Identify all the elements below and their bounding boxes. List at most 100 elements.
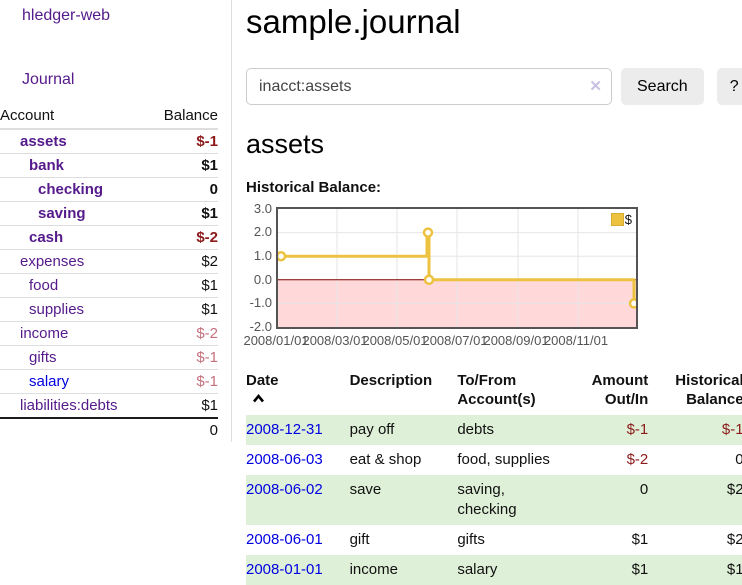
account-link-bank[interactable]: bank	[29, 157, 65, 174]
y-tick: 3.0	[253, 201, 272, 216]
transaction-date-link[interactable]: 2008-01-01	[246, 561, 323, 578]
x-tick: 2008/03/01	[302, 333, 368, 348]
register-row: 2008-06-02 save saving, checking 0 $2	[246, 475, 742, 525]
transaction-accounts: debts	[457, 421, 495, 438]
sidebar: hledger-web Journal Account Balance asse…	[0, 0, 232, 442]
account-link-gifts[interactable]: gifts	[29, 349, 57, 366]
transaction-balance: $2	[726, 481, 742, 498]
transaction-description: eat & shop	[349, 451, 422, 468]
register-header-amount[interactable]: Amount Out/In	[591, 372, 649, 408]
account-row: bank $1	[0, 153, 218, 178]
account-link-supplies[interactable]: supplies	[29, 301, 85, 318]
transaction-accounts: salary	[457, 561, 498, 578]
transaction-amount: $-2	[626, 451, 649, 468]
account-row: gifts $-1	[0, 345, 218, 370]
transaction-description: pay off	[349, 421, 395, 438]
account-row: supplies $1	[0, 297, 218, 322]
account-balance: $-1	[149, 345, 218, 370]
transaction-balance: $2	[726, 531, 742, 548]
y-tick: 2.0	[253, 224, 272, 239]
account-link-saving[interactable]: saving	[38, 205, 86, 222]
account-link-assets[interactable]: assets	[20, 133, 67, 150]
clear-search-icon[interactable]: ✕	[589, 78, 602, 95]
account-link-food[interactable]: food	[29, 277, 59, 294]
page-title: sample.journal	[246, 3, 461, 40]
legend-label: $	[624, 212, 632, 227]
accounts-total-row: 0	[0, 417, 218, 442]
transaction-amount: 0	[639, 481, 649, 498]
account-link-cash[interactable]: cash	[29, 229, 64, 246]
register-header-balance[interactable]: Historical Balance	[675, 372, 742, 408]
transaction-description: gift	[349, 531, 370, 548]
search-input[interactable]	[246, 68, 612, 105]
x-tick: 2008/07/01	[422, 333, 488, 348]
brand-link[interactable]: hledger-web	[22, 7, 111, 24]
account-link-liabilities-debts[interactable]: liabilities:debts	[20, 397, 118, 414]
account-balance: $1	[149, 201, 218, 226]
transaction-balance: 0	[735, 451, 742, 468]
account-link-expenses[interactable]: expenses	[20, 253, 85, 270]
y-tick: -2.0	[249, 319, 272, 334]
account-row: income $-2	[0, 321, 218, 346]
sort-chevron-up-icon	[252, 390, 342, 409]
account-balance: $1	[149, 273, 218, 298]
transaction-accounts: saving, checking	[457, 481, 517, 518]
y-tick: 0.0	[253, 272, 272, 287]
search-button[interactable]: Search	[621, 68, 704, 105]
transaction-date-link[interactable]: 2008-06-03	[246, 451, 323, 468]
account-balance: $1	[149, 153, 218, 178]
y-tick: 1.0	[253, 248, 272, 263]
register-header-description[interactable]: Description	[349, 372, 433, 389]
x-tick: 2008/09/01	[483, 333, 549, 348]
account-balance: $-2	[149, 225, 218, 250]
legend-swatch-icon	[610, 213, 624, 226]
transaction-amount: $-1	[626, 421, 649, 438]
account-link-salary[interactable]: salary	[29, 373, 70, 390]
accounts-header-balance: Balance	[149, 104, 218, 130]
transaction-date-link[interactable]: 2008-12-31	[246, 421, 323, 438]
x-tick: 2008/01/01	[243, 333, 309, 348]
register-row: 2008-01-01 income salary $1 $1	[246, 555, 742, 585]
chart-canvas	[275, 209, 640, 327]
help-button[interactable]: ?	[716, 68, 742, 105]
account-balance: $2	[149, 249, 218, 274]
account-balance: $-2	[149, 321, 218, 346]
accounts-total-balance: 0	[149, 417, 218, 442]
account-row: liabilities:debts $1	[0, 393, 218, 418]
transaction-date-link[interactable]: 2008-06-02	[246, 481, 323, 498]
account-row: expenses $2	[0, 249, 218, 274]
transaction-balance: $1	[726, 561, 742, 578]
search-form: ✕ Search ?	[246, 68, 742, 105]
transaction-balance: $-1	[721, 421, 742, 438]
account-row: checking 0	[0, 177, 218, 202]
transaction-amount: $1	[631, 561, 649, 578]
account-balance: $-1	[149, 369, 218, 394]
x-tick: 2008/05/01	[362, 333, 428, 348]
register-row: 2008-06-03 eat & shop food, supplies $-2…	[246, 445, 742, 475]
chart-heading: Historical Balance:	[246, 179, 382, 196]
sidebar-item-journal[interactable]: Journal	[22, 71, 75, 88]
register-header-row: Date Description To/From Account(s) Amou…	[246, 369, 742, 415]
x-tick: 2008/11/01	[543, 333, 609, 348]
register-header-date[interactable]: Date	[246, 372, 279, 389]
account-link-checking[interactable]: checking	[38, 181, 104, 198]
y-tick: -1.0	[249, 295, 272, 310]
account-row: food $1	[0, 273, 218, 298]
main-content: sample.journal ✕ Search ? assets Histori…	[232, 0, 742, 585]
account-balance: $1	[149, 297, 218, 322]
accounts-header-account: Account	[0, 104, 150, 130]
register-row: 2008-06-01 gift gifts $1 $2	[246, 525, 742, 555]
accounts-table: Account Balance assets $-1 bank $1 check…	[0, 104, 218, 442]
historical-balance-chart: 3.0 2.0 1.0 0.0 -1.0 -2.0	[243, 202, 640, 348]
register-row: 2008-12-31 pay off debts $-1 $-1	[246, 415, 742, 445]
account-link-income[interactable]: income	[20, 325, 69, 342]
transaction-description: income	[349, 561, 398, 578]
transaction-description: save	[349, 481, 382, 498]
transaction-date-link[interactable]: 2008-06-01	[246, 531, 323, 548]
account-row: cash $-2	[0, 225, 218, 250]
register-table: Date Description To/From Account(s) Amou…	[246, 369, 742, 585]
account-row: saving $1	[0, 201, 218, 226]
transaction-accounts: food, supplies	[457, 451, 550, 468]
register-header-tofrom[interactable]: To/From Account(s)	[457, 372, 536, 408]
account-heading: assets	[246, 129, 325, 159]
